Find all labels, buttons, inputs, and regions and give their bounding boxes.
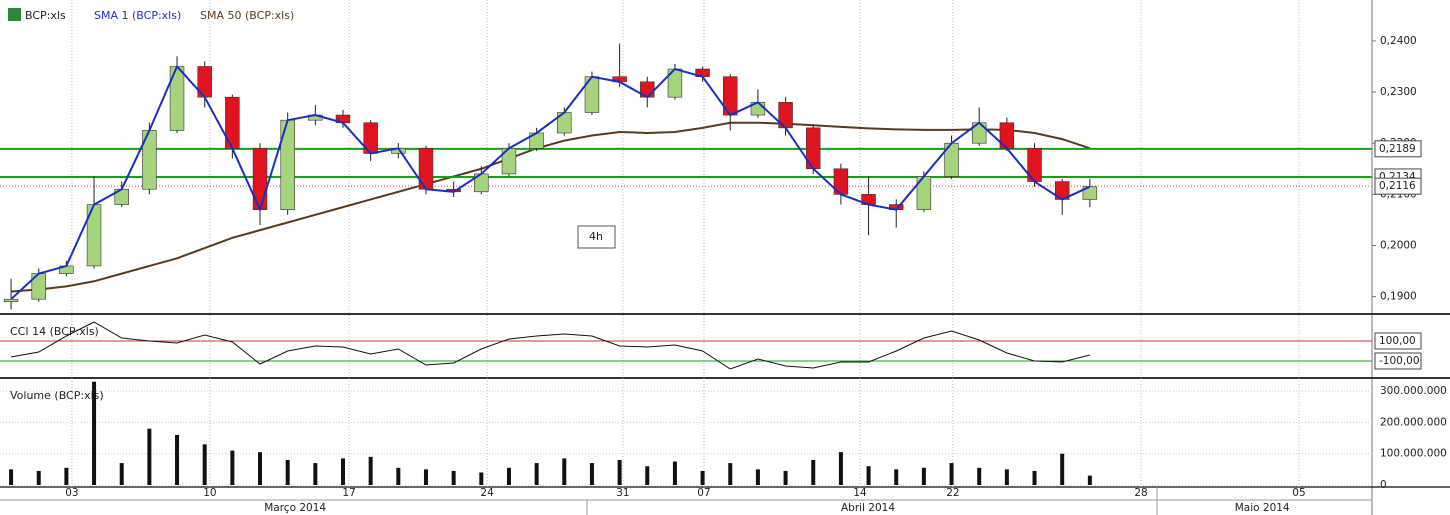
volume-bar	[1087, 475, 1092, 485]
sma-fast-legend[interactable]: SMA 1 (BCP:xls)	[94, 9, 181, 22]
volume-bar	[368, 456, 373, 485]
volume-bar	[921, 467, 926, 485]
x-tick-label: 14	[853, 487, 867, 499]
volume-bar	[811, 459, 816, 485]
volume-bar	[175, 434, 180, 485]
volume-bar	[1060, 453, 1065, 485]
volume-bar	[977, 467, 982, 485]
volume-bar	[534, 463, 539, 485]
cci-box	[1374, 352, 1422, 370]
month-label: Maio 2014	[1235, 502, 1290, 514]
volume-bar	[838, 452, 843, 485]
cci-tick-label: -100,00	[1379, 355, 1420, 367]
volume-legend[interactable]: Volume (BCP:xls)	[10, 389, 104, 402]
volume-bar	[755, 469, 760, 485]
volume-bar	[92, 381, 97, 485]
volume-tick-label: 300.000.000	[1380, 385, 1447, 397]
x-tick-label: 03	[65, 487, 78, 499]
volume-bar	[479, 472, 484, 485]
x-tick-label: 24	[480, 487, 494, 499]
volume-bar	[451, 470, 456, 485]
level-box	[1374, 140, 1422, 158]
x-tick-label: 17	[342, 487, 355, 499]
y-tick-label: 0,2300	[1380, 86, 1417, 98]
x-tick-label: 07	[697, 487, 710, 499]
volume-bar	[617, 459, 622, 485]
month-label: Março 2014	[264, 502, 326, 514]
volume-bar	[313, 463, 318, 485]
candle-body	[3, 298, 19, 303]
volume-bar	[672, 461, 677, 485]
volume-bar	[700, 470, 705, 485]
volume-bar	[258, 452, 263, 485]
volume-bar	[728, 463, 733, 485]
volume-bar	[9, 469, 14, 485]
volume-bar	[36, 470, 41, 485]
volume-bar	[589, 463, 594, 485]
volume-tick-label: 200.000.000	[1380, 416, 1447, 428]
volume-bar	[423, 469, 428, 485]
volume-bar	[1032, 470, 1037, 485]
volume-bar	[202, 444, 207, 485]
x-tick-label: 28	[1134, 487, 1147, 499]
volume-bar	[949, 463, 954, 485]
volume-tick-label: 0	[1380, 479, 1387, 491]
cci-line	[10, 321, 1090, 370]
volume-bar	[562, 458, 567, 485]
interval-label: 4h	[589, 230, 603, 243]
volume-bar	[866, 466, 871, 485]
volume-bar	[64, 467, 69, 485]
volume-bar	[285, 459, 290, 485]
x-tick-label: 10	[203, 487, 216, 499]
volume-bar	[506, 467, 511, 485]
y-tick-label: 0,2400	[1380, 35, 1417, 47]
volume-bar	[894, 469, 899, 485]
volume-bar	[645, 466, 650, 485]
cci-legend[interactable]: CCI 14 (BCP:xls)	[10, 325, 99, 338]
x-tick-label: 22	[946, 487, 959, 499]
interval-box	[577, 225, 616, 249]
x-tick-label: 05	[1292, 487, 1305, 499]
volume-bar	[783, 470, 788, 485]
sma-slow-line	[10, 121, 1091, 293]
sma-slow-legend[interactable]: SMA 50 (BCP:xls)	[200, 9, 294, 22]
y-tick-label: 0,1900	[1380, 291, 1417, 303]
volume-bar	[1004, 469, 1009, 485]
month-label: Abril 2014	[841, 502, 895, 514]
volume-bar	[341, 458, 345, 485]
volume-bar	[396, 467, 401, 485]
symbol-label[interactable]: BCP:xls	[25, 9, 66, 22]
y-tick-label: 0,2000	[1380, 239, 1417, 251]
cci-box	[1374, 332, 1422, 350]
x-tick-label: 31	[616, 487, 629, 499]
sma-fast-line	[10, 64, 1091, 300]
volume-bar	[147, 428, 152, 485]
volume-tick-label: 100.000.000	[1380, 448, 1447, 460]
volume-bar	[119, 463, 124, 485]
level-label: 0,2189	[1379, 143, 1416, 155]
volume-bar	[230, 450, 235, 485]
cci-tick-label: 100,00	[1379, 335, 1416, 347]
level-box	[1374, 177, 1422, 195]
level-label: 0,2116	[1379, 180, 1416, 192]
symbol-icon[interactable]	[8, 8, 21, 21]
